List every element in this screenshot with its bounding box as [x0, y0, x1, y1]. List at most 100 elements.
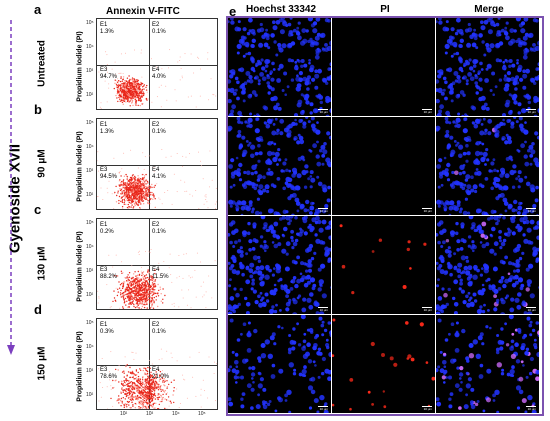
nucleus [510, 345, 514, 349]
nucleus [515, 120, 519, 124]
scatter-dot [144, 287, 146, 290]
nucleus [275, 53, 279, 57]
nucleus [534, 131, 539, 136]
scatter-dot [143, 279, 146, 281]
scatter-dot [126, 300, 128, 302]
nucleus [252, 381, 255, 384]
nucleus [246, 170, 251, 176]
scatter-dot [152, 382, 154, 384]
scatter-dot [153, 391, 156, 393]
nucleus [240, 375, 244, 380]
nucleus [525, 219, 530, 225]
nucleus [271, 363, 276, 368]
nucleus [228, 311, 233, 314]
scatter-dot [122, 286, 125, 288]
nucleus [327, 257, 331, 262]
scatter-dot [174, 109, 175, 110]
quadrant-hline [97, 265, 217, 266]
nucleus [241, 272, 245, 277]
nucleus [236, 80, 240, 85]
nucleus [514, 280, 519, 285]
nucleus [533, 157, 539, 163]
nucleus [272, 233, 277, 238]
scatter-dot [130, 86, 132, 88]
nucleus [472, 59, 478, 65]
nucleus [236, 134, 240, 138]
scatter-dot [133, 303, 135, 306]
scatter-dot [131, 290, 133, 292]
nucleus [522, 300, 526, 304]
nucleus [509, 307, 515, 313]
nucleus [325, 114, 330, 116]
scatter-dot [129, 382, 131, 384]
scatter-dot [134, 285, 137, 287]
scatter-dot [125, 173, 127, 176]
scatter-dot [178, 275, 180, 277]
nucleus [310, 40, 313, 44]
nucleus [239, 246, 243, 250]
scatter-dot [179, 403, 181, 404]
scatter-dot [165, 156, 167, 158]
scatter-dot [140, 84, 142, 86]
scatter-dot [147, 269, 149, 271]
scatter-dot [157, 369, 160, 371]
scatter-dot [120, 175, 122, 177]
scatter-dot [123, 96, 125, 99]
nucleus [500, 312, 506, 314]
nucleus [495, 196, 500, 201]
nucleus [494, 129, 500, 135]
nucleus [448, 35, 453, 40]
nucleus [278, 158, 282, 162]
pi-nucleus [381, 353, 385, 357]
nucleus [314, 208, 320, 214]
scatter-dot [121, 386, 123, 389]
nucleus [257, 137, 262, 142]
scatter-dot [146, 372, 149, 375]
nucleus [266, 189, 270, 194]
nucleus [442, 228, 447, 234]
scatter-dot [207, 52, 209, 54]
scatter-dot [132, 287, 134, 289]
scatter-dot [117, 288, 119, 290]
nucleus [233, 375, 238, 380]
nucleus [467, 22, 471, 27]
nucleus [440, 91, 445, 96]
scatter-dot [137, 371, 139, 374]
nucleus [313, 343, 318, 348]
nucleus [253, 328, 258, 334]
scatter-dot [162, 381, 164, 383]
scatter-dot [126, 295, 128, 298]
y-axis-label: Propidium Iodide (PI) [76, 231, 84, 302]
scatter-dot [151, 387, 153, 390]
nucleus [457, 112, 461, 116]
scatter-dot [133, 384, 136, 386]
nucleus [465, 137, 470, 142]
scatter-dot [134, 281, 136, 283]
nucleus [255, 404, 261, 410]
scale-bar [526, 109, 536, 110]
scatter-dot [128, 80, 131, 82]
scatter-dot [140, 93, 142, 95]
scatter-dot [158, 262, 160, 264]
scatter-dot [146, 370, 148, 372]
scatter-dot [215, 95, 217, 97]
nucleus [499, 173, 504, 178]
scatter-dot [125, 203, 127, 206]
nucleus [303, 332, 307, 336]
scatter-dot [125, 405, 127, 407]
scatter-dot [125, 395, 128, 398]
nucleus [264, 339, 270, 345]
scatter-dot [148, 384, 150, 386]
scatter-dot [146, 299, 149, 301]
scatter-dot [146, 382, 148, 384]
scatter-dot [168, 383, 170, 386]
nucleus [315, 311, 320, 314]
nucleus [234, 228, 239, 234]
scatter-dot [118, 80, 120, 82]
scatter-dot [137, 285, 139, 287]
scatter-dot [167, 400, 169, 402]
scatter-dot [161, 273, 162, 275]
scatter-dot [127, 208, 130, 209]
nucleus [287, 347, 292, 352]
scatter-dot [145, 250, 146, 252]
